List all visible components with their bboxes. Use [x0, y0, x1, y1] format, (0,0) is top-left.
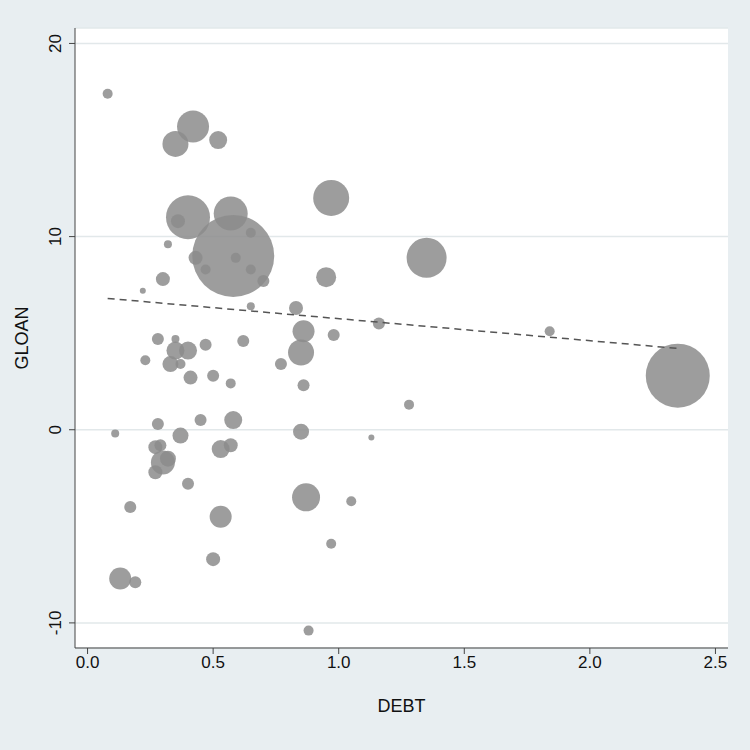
svg-text:0.5: 0.5	[201, 653, 225, 672]
svg-text:0: 0	[46, 425, 65, 434]
svg-text:20: 20	[46, 34, 65, 53]
svg-text:0.0: 0.0	[76, 653, 100, 672]
svg-text:2.5: 2.5	[704, 653, 728, 672]
svg-text:1.0: 1.0	[327, 653, 351, 672]
svg-text:GLOAN: GLOAN	[12, 306, 32, 369]
svg-text:-10: -10	[46, 611, 65, 636]
svg-text:2.0: 2.0	[578, 653, 602, 672]
svg-text:1.5: 1.5	[452, 653, 476, 672]
svg-text:10: 10	[46, 227, 65, 246]
svg-text:DEBT: DEBT	[377, 696, 425, 716]
